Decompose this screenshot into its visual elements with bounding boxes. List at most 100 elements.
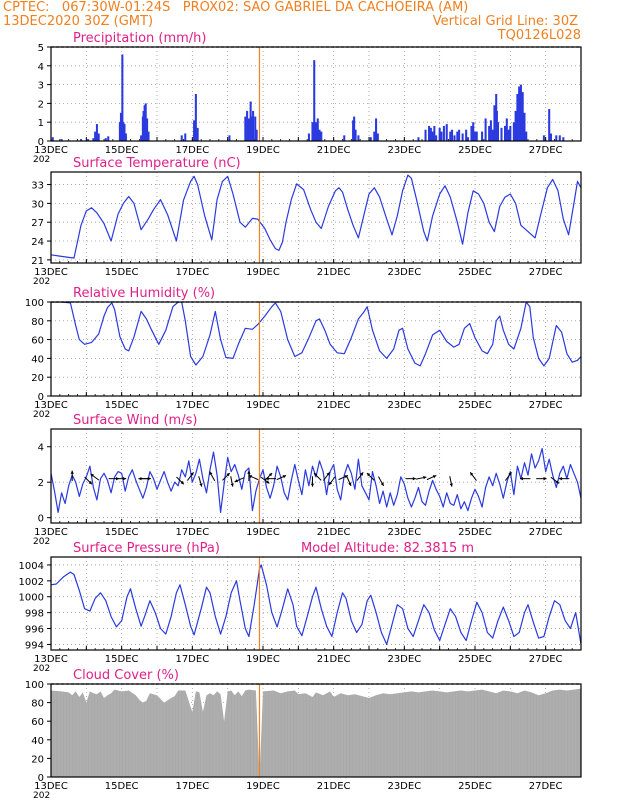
wind-vector-head xyxy=(412,476,416,481)
precip-bar xyxy=(147,131,150,141)
precip-bar xyxy=(254,116,257,141)
wind-vector-head xyxy=(123,476,127,481)
precip-bar xyxy=(352,120,355,141)
precip-bar xyxy=(246,110,249,141)
precip-bar xyxy=(343,135,346,141)
precip-bar xyxy=(60,139,63,141)
y-tick-label: 0 xyxy=(38,392,44,403)
cloud-area xyxy=(51,688,581,777)
precip-bar xyxy=(548,109,551,141)
wind-vector-head xyxy=(380,482,384,486)
precip-bar xyxy=(249,101,252,141)
panel-precip: Precipitation (mm/h) 0 1 2 3 4 5 13DEC 15DEC 17DE… xyxy=(33,31,582,165)
precip-bar xyxy=(456,131,459,141)
wind-vector-head xyxy=(248,475,253,479)
y-tick-label: 33 xyxy=(31,181,44,192)
wind-vector-head xyxy=(348,482,352,486)
precip-bar xyxy=(495,110,498,141)
panel-pres: Surface Pressure (hPa) Model Altitude: 82… xyxy=(19,541,582,674)
precip-bar xyxy=(196,127,199,141)
wind-vector-head xyxy=(268,473,273,477)
x-tick-label: 17DEC xyxy=(175,145,209,156)
precip-bar xyxy=(146,118,149,141)
precip-bar xyxy=(445,124,448,141)
precip-bar xyxy=(493,105,496,141)
y-tick-label: 2 xyxy=(38,99,44,110)
precip-bar xyxy=(442,125,445,141)
precip-bar xyxy=(461,133,464,141)
precip-bar xyxy=(453,135,456,141)
precip-bar xyxy=(549,133,552,141)
data-layer xyxy=(51,684,581,777)
wind-vector-head xyxy=(226,473,230,477)
precip-bar xyxy=(525,131,528,141)
precip-bar xyxy=(458,129,461,141)
precip-bar xyxy=(375,118,378,141)
x-year-label: 202 xyxy=(33,410,50,420)
y-tick-label: 40 xyxy=(31,354,44,365)
x-tick-label: 13DEC xyxy=(34,527,68,538)
precip-bar xyxy=(122,122,125,141)
precip-bar xyxy=(142,110,145,141)
precip-bar xyxy=(519,84,522,141)
x-tick-label: 13DEC xyxy=(34,781,68,792)
panel-wind: Surface Wind (m/s) 0 2 4 13DEC 15DEC 17DEC 19DE… xyxy=(33,413,582,547)
wind-vector-head xyxy=(366,473,371,477)
precip-bar xyxy=(496,122,499,141)
precip-bar xyxy=(507,129,510,141)
wind-vector-head xyxy=(247,470,251,474)
y-tick-label: 27 xyxy=(31,218,44,229)
precip-bar xyxy=(523,112,526,141)
precip-bar xyxy=(465,129,468,141)
wind-vector-head xyxy=(470,472,474,476)
header-line1: CPTEC: 067:30W-01:24S PROX02: SAO GABRIE… xyxy=(3,0,469,15)
precip-bar xyxy=(144,103,147,141)
precip-bar xyxy=(451,129,454,141)
panel-frame xyxy=(50,428,582,524)
precip-bar xyxy=(95,124,98,141)
precip-bar xyxy=(373,131,376,141)
data-layer xyxy=(51,564,581,645)
rh-line xyxy=(51,302,581,367)
x-tick-label: 23DEC xyxy=(387,781,421,792)
y-tick-label: 80 xyxy=(31,699,44,710)
y-tick-label: 2 xyxy=(38,478,44,489)
wind-vector-head xyxy=(138,476,142,481)
y-tick-label: 100 xyxy=(25,298,44,309)
precip-bar xyxy=(514,110,517,141)
precip-bar xyxy=(313,60,316,141)
wind-vector-head xyxy=(90,473,94,478)
wind-vector-head xyxy=(423,476,427,480)
precip-bar xyxy=(316,118,319,141)
panel-title: Surface Temperature (nC) xyxy=(73,156,241,171)
wind-vector-head xyxy=(190,472,194,476)
wind-vector-head xyxy=(508,472,512,476)
y-tick-label: 30 xyxy=(31,199,44,210)
precip-bar xyxy=(140,135,143,141)
x-year-label: 202 xyxy=(33,277,50,287)
x-tick-label: 25DEC xyxy=(458,267,492,278)
precip-bar xyxy=(491,129,494,141)
wind-vector-head xyxy=(555,480,560,484)
x-tick-label: 19DEC xyxy=(246,400,280,411)
x-tick-label: 21DEC xyxy=(317,654,351,665)
precip-bar xyxy=(504,125,507,141)
y-tick-label: 5 xyxy=(38,43,44,54)
y-tick-label: 0 xyxy=(38,773,44,784)
y-tick-label: 40 xyxy=(31,736,44,747)
data-layer xyxy=(51,174,581,259)
precip-bar xyxy=(311,122,314,141)
precip-bar xyxy=(252,110,255,141)
x-tick-label: 19DEC xyxy=(246,654,280,665)
y-tick-label: 80 xyxy=(31,317,44,328)
x-tick-label: 27DEC xyxy=(529,654,563,665)
x-tick-label: 23DEC xyxy=(387,654,421,665)
x-tick-label: 25DEC xyxy=(458,527,492,538)
wind-vector-head xyxy=(328,481,333,486)
precip-bar xyxy=(228,135,231,141)
y-tick-label: 60 xyxy=(31,717,44,728)
y-tick-label: 20 xyxy=(31,754,44,765)
x-tick-label: 25DEC xyxy=(458,654,492,665)
precip-bar xyxy=(92,138,95,141)
x-tick-label: 23DEC xyxy=(387,145,421,156)
